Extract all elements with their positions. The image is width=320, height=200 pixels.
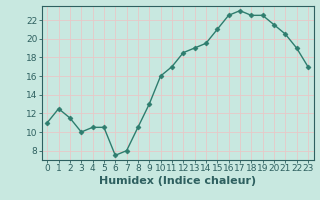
X-axis label: Humidex (Indice chaleur): Humidex (Indice chaleur) (99, 176, 256, 186)
